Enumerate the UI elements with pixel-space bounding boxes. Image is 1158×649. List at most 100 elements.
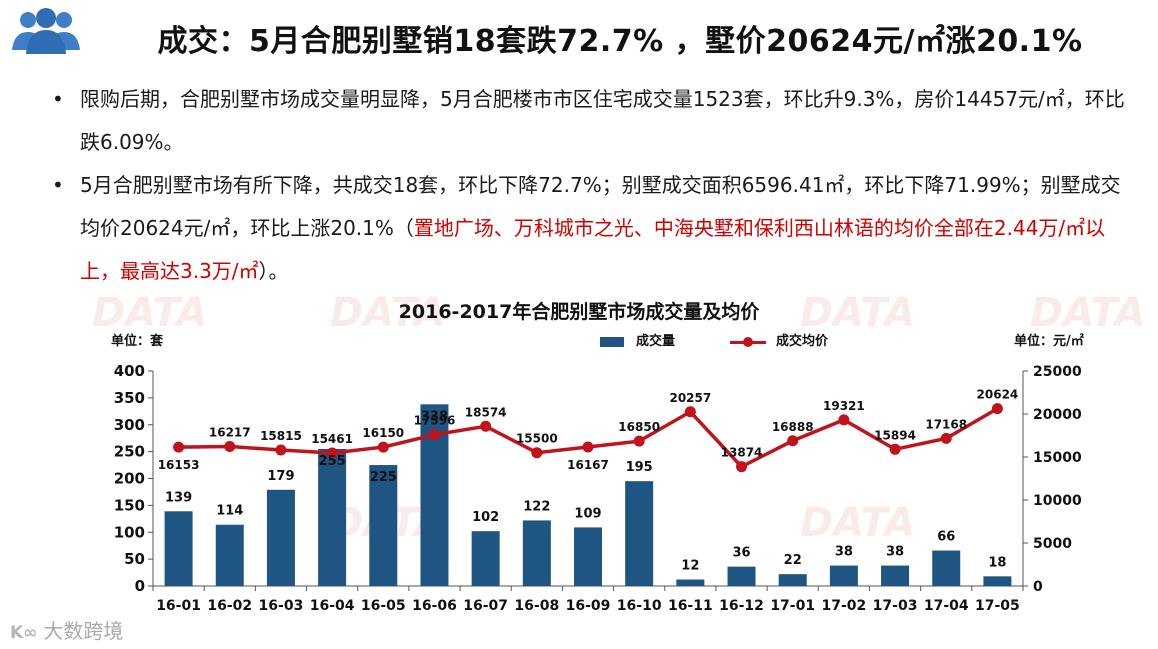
- y-tick-label-left: 50: [124, 550, 145, 568]
- bar-data-label: 66: [937, 530, 955, 545]
- page-title: 成交：5月合肥别墅销18套跌72.7% ，墅价20624元/㎡涨20.1%: [157, 24, 1083, 59]
- line-data-label: 15461: [311, 432, 353, 446]
- line-point: [173, 441, 185, 453]
- bar-data-label: 139: [165, 490, 192, 505]
- left-axis-unit: 单位：套: [111, 334, 164, 349]
- line-data-label: 15815: [260, 429, 302, 443]
- bar-data-label: 36: [732, 546, 750, 561]
- bullet-highlight-text: 置地广场、万科城市之光、中海央墅和保利西山林语的均价全部在2.44万/㎡以上，最…: [80, 216, 1106, 283]
- x-tick-label: 16-07: [463, 598, 508, 614]
- line-point: [940, 432, 952, 444]
- logo-mark-icon: K∞: [10, 623, 38, 643]
- bar-data-label: 179: [267, 469, 294, 484]
- line-data-label: 15500: [516, 432, 558, 446]
- line-data-label: 20624: [977, 388, 1019, 402]
- y-tick-label-left: 100: [114, 523, 145, 541]
- bar: [266, 489, 295, 586]
- line-data-label: 16150: [362, 426, 404, 440]
- line-point: [480, 420, 492, 432]
- line-point: [582, 441, 594, 453]
- bar: [983, 576, 1012, 586]
- y-tick-label-left: 250: [114, 443, 145, 461]
- line-point: [684, 406, 696, 418]
- line-point: [736, 461, 748, 473]
- line-point: [991, 403, 1003, 415]
- y-tick-label-left: 0: [135, 577, 145, 595]
- x-tick-label: 16-05: [361, 598, 406, 614]
- bar-data-label: 109: [574, 506, 601, 521]
- bar: [574, 527, 602, 586]
- bar: [932, 550, 961, 586]
- legend-swatch-line: [730, 336, 766, 348]
- bar-data-label: 338: [421, 409, 448, 424]
- line-data-label: 18574: [465, 405, 507, 419]
- y-tick-label-right: 25000: [1033, 364, 1082, 380]
- line-data-label: 16167: [567, 458, 609, 472]
- x-tick-label: 16-09: [566, 598, 611, 614]
- line-data-label: 15894: [874, 428, 916, 442]
- line-point: [428, 429, 440, 441]
- line-point: [531, 447, 543, 459]
- y-tick-label-right: 15000: [1033, 450, 1082, 466]
- bullet-list: • 限购后期，合肥别墅市场成交量明显降，5月合肥楼市市区住宅成交量1523套，环…: [40, 78, 1130, 293]
- y-tick-label-right: 5000: [1033, 536, 1072, 552]
- bar-data-label: 225: [370, 470, 397, 485]
- x-tick-label: 16-03: [259, 598, 304, 614]
- bar-data-label: 38: [835, 545, 853, 560]
- line-point: [326, 447, 338, 459]
- line-data-label: 13874: [721, 446, 763, 460]
- x-tick-label: 16-06: [412, 598, 457, 614]
- line-point: [224, 441, 236, 453]
- bar: [215, 524, 244, 586]
- bar-data-label: 38: [886, 545, 904, 560]
- x-tick-label: 16-12: [719, 598, 764, 614]
- bar: [829, 565, 858, 586]
- bullet-item: • 5月合肥别墅市场有所下降，共成交18套，环比下降72.7%；别墅成交面积65…: [40, 164, 1130, 293]
- x-tick-label: 16-01: [156, 598, 201, 614]
- line-data-label: 16888: [772, 420, 814, 434]
- line-point: [633, 435, 645, 447]
- y-tick-label-left: 150: [114, 496, 145, 514]
- line-data-label: 17596: [414, 414, 456, 428]
- line-data-label: 16217: [209, 426, 251, 440]
- right-axis-unit: 单位：元/㎡: [1014, 334, 1084, 349]
- bar-data-label: 18: [988, 555, 1006, 570]
- bullet-text: 5月合肥别墅市场有所下降，共成交18套，环比下降72.7%；别墅成交面积6596…: [80, 173, 1121, 240]
- legend-label: 成交均价: [776, 334, 829, 349]
- bar-data-label: 12: [681, 559, 699, 574]
- line-data-label: 16850: [618, 420, 660, 434]
- x-tick-label: 17-04: [924, 598, 969, 614]
- bar: [369, 465, 398, 586]
- bar: [164, 511, 193, 586]
- x-tick-label: 16-10: [617, 598, 662, 614]
- bar: [676, 579, 705, 586]
- legend-item-bar: 成交量: [600, 330, 675, 349]
- bullet-text: 限购后期，合肥别墅市场成交量明显降，5月合肥楼市市区住宅成交量1523套，环比升…: [80, 87, 1125, 154]
- bullet-dot: •: [52, 173, 64, 197]
- line-data-label: 16153: [158, 458, 200, 472]
- bar-data-label: 22: [784, 553, 802, 568]
- bar: [881, 565, 910, 586]
- legend-item-line: 成交均价: [730, 330, 828, 349]
- users-icon: [12, 8, 80, 54]
- line-data-label: 17168: [925, 417, 967, 431]
- bar: [522, 520, 551, 586]
- y-tick-label-left: 300: [114, 416, 145, 434]
- y-tick-label-left: 400: [114, 362, 145, 380]
- footer-logo: K∞ 大数跨境: [10, 615, 123, 644]
- y-tick-label-right: 20000: [1033, 407, 1082, 423]
- bar-data-label: 122: [523, 499, 550, 514]
- bar-data-label: 114: [216, 504, 243, 519]
- line-point: [377, 441, 389, 453]
- y-tick-label-left: 350: [114, 389, 145, 407]
- bullet-item: • 限购后期，合肥别墅市场成交量明显降，5月合肥楼市市区住宅成交量1523套，环…: [40, 78, 1130, 164]
- y-tick-label-right: 10000: [1033, 493, 1082, 509]
- line-point: [787, 435, 799, 447]
- x-tick-label: 17-02: [821, 598, 866, 614]
- x-tick-label: 16-11: [668, 598, 713, 614]
- line-point: [275, 444, 287, 456]
- bar: [625, 481, 654, 586]
- y-tick-label-right: 0: [1033, 579, 1043, 595]
- bar-data-label: 255: [319, 454, 346, 469]
